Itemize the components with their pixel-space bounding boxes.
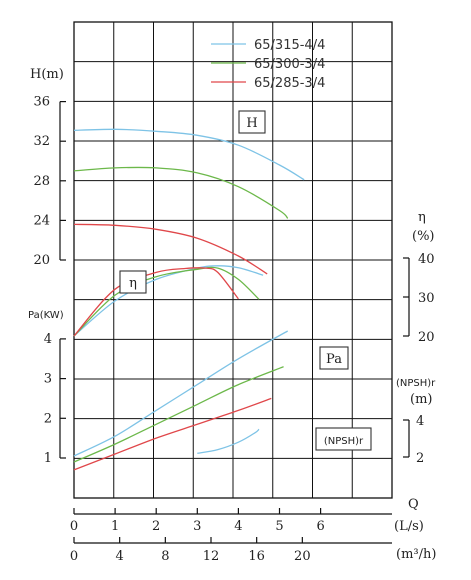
series-1-npsh-curve bbox=[197, 428, 260, 454]
q-m3h-axis-tick-label: 12 bbox=[203, 549, 220, 564]
q-axis-tick-label: 1 bbox=[111, 519, 119, 534]
grid bbox=[73, 21, 393, 499]
npsh-axis-tick-label: 2 bbox=[416, 451, 424, 466]
efficiency-axis-tick-label: 40 bbox=[418, 252, 435, 267]
curve-label: H bbox=[246, 116, 257, 131]
npsh-axis-tick-label: 4 bbox=[416, 414, 424, 429]
power-axis-label: Pa(KW) bbox=[28, 310, 64, 321]
q-axis-tick-label: 0 bbox=[70, 519, 78, 534]
series-2-power-curve bbox=[73, 366, 284, 463]
q-m3h-axis-unit: (m³/h) bbox=[396, 547, 436, 562]
curve-label: (NPSH)r bbox=[324, 436, 364, 447]
q-axis-unit: (L/s) bbox=[394, 519, 424, 534]
series-3-power-curve bbox=[73, 397, 272, 471]
curve-label-box bbox=[119, 270, 147, 294]
legend: 65/315-4/4 65/300-3/4 65/285-3/4 bbox=[211, 38, 325, 91]
legend-entry: 65/300-3/4 bbox=[254, 57, 325, 72]
series-2-head-curve bbox=[73, 166, 289, 219]
power-axis-tick-label: 2 bbox=[44, 411, 52, 426]
power-axis-tick-label: 1 bbox=[44, 451, 52, 466]
curve-labels: Hη Pa (NPSH)r bbox=[119, 110, 372, 451]
curve-label-box bbox=[238, 110, 266, 134]
q-axis-tick-label: 4 bbox=[234, 519, 242, 534]
efficiency-axis-tick-label: 30 bbox=[418, 291, 435, 306]
q-m3h-axis-tick-label: 4 bbox=[116, 549, 124, 564]
head-axis-label: H(m) bbox=[30, 67, 64, 82]
series-3-efficiency-curve bbox=[73, 267, 239, 337]
q-m3h-axis-tick-label: 16 bbox=[248, 549, 265, 564]
curve-label-box bbox=[315, 427, 372, 451]
curve-label-box bbox=[319, 346, 349, 370]
power-axis-tick-label: 3 bbox=[44, 372, 52, 387]
series-3-head-curve bbox=[73, 223, 268, 275]
npsh-axis-unit: (m) bbox=[410, 392, 432, 407]
head-axis-tick-label: 32 bbox=[33, 134, 50, 149]
head-axis-tick-label: 28 bbox=[33, 174, 50, 189]
efficiency-axis-tick-label: 20 bbox=[418, 330, 435, 345]
series-1-power-curve bbox=[73, 330, 289, 457]
legend-entry: 65/285-3/4 bbox=[254, 76, 325, 91]
q-axis-label: Q bbox=[408, 497, 419, 512]
curves bbox=[73, 128, 305, 471]
efficiency-axis-label: η bbox=[418, 210, 426, 225]
head-axis-tick-label: 20 bbox=[33, 253, 50, 268]
power-axis-tick-label: 4 bbox=[44, 332, 52, 347]
q-axis-tick-label: 6 bbox=[316, 519, 324, 534]
series-2-efficiency-curve bbox=[73, 266, 260, 337]
q-axis-tick-label: 5 bbox=[275, 519, 283, 534]
head-axis-tick-label: 36 bbox=[33, 95, 50, 110]
q-m3h-axis-tick-label: 20 bbox=[294, 549, 311, 564]
curve-label: η bbox=[129, 276, 137, 291]
npsh-axis-label: (NPSH)r bbox=[396, 378, 436, 389]
series-1-head-curve bbox=[73, 128, 305, 181]
efficiency-axis-unit: (%) bbox=[412, 229, 435, 244]
q-axis-tick-label: 2 bbox=[152, 519, 160, 534]
q-m3h-axis-tick-label: 8 bbox=[161, 549, 169, 564]
axes: 2024283236H(m)1234Pa(KW)203040η(%)24(NPS… bbox=[28, 67, 436, 564]
q-m3h-axis-tick-label: 0 bbox=[70, 549, 78, 564]
legend-entry: 65/315-4/4 bbox=[254, 38, 325, 53]
q-axis-tick-label: 3 bbox=[193, 519, 201, 534]
head-axis-tick-label: 24 bbox=[33, 213, 50, 228]
curve-label: Pa bbox=[326, 352, 342, 367]
